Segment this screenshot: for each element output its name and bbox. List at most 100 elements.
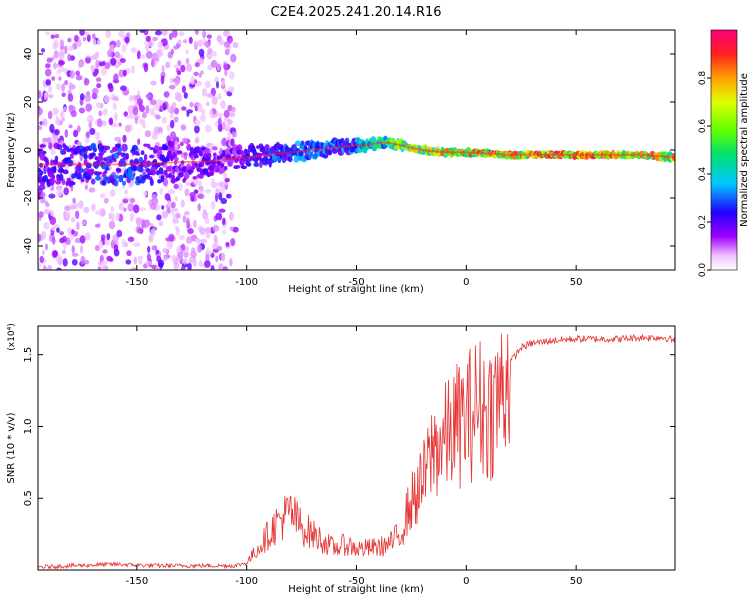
spectrogram-noise-mark	[45, 63, 51, 69]
spectrogram-noise-mark	[71, 252, 79, 257]
spectrogram-noise-mark	[86, 34, 91, 42]
spectrogram-noise-mark	[197, 244, 203, 253]
spectrogram-ridge-mark	[225, 148, 230, 155]
spectrogram-noise-mark	[227, 193, 232, 199]
spectrogram-noise-mark	[186, 111, 190, 117]
spectrogram-noise-mark	[127, 236, 135, 243]
spectrogram-noise-mark	[181, 106, 187, 111]
spectrogram-noise-mark	[220, 197, 227, 205]
spectrogram-noise-mark	[224, 48, 230, 56]
spectrogram-noise-mark	[106, 233, 111, 241]
spectrogram-ridge-mark	[115, 143, 121, 148]
spectrogram-noise-mark	[213, 234, 218, 243]
spectrogram-noise-mark	[132, 107, 139, 116]
spectrogram-noise-mark	[59, 110, 65, 119]
spectrogram-ridge-mark	[241, 165, 247, 170]
spectrogram-noise-mark	[210, 200, 216, 210]
spectrogram-noise-mark	[166, 240, 174, 250]
spectrogram-ridge-mark	[118, 174, 124, 181]
spectrogram-noise-mark	[38, 124, 43, 131]
spectrogram-noise-mark	[220, 252, 226, 262]
spectrogram-ridge-mark	[78, 168, 84, 174]
spectrogram-ridge-mark	[310, 151, 314, 157]
spectrogram-noise-mark	[173, 207, 179, 213]
spectrogram-noise-mark	[104, 62, 111, 70]
snr-plot-area	[38, 326, 675, 570]
spectrogram-noise-mark	[221, 229, 227, 235]
spectrogram-noise-mark	[78, 60, 83, 68]
snr-xtick-label: -100	[235, 576, 258, 587]
spectrogram-ridge-mark	[71, 181, 76, 186]
colorbar: 0.0 0.2 0.4 0.6 0.8 Normalized spectral ampl…	[698, 29, 750, 277]
spectrogram-ytick-label: -40	[23, 238, 34, 254]
spectrogram-noise-mark	[85, 57, 91, 64]
colorbar-label: Normalized spectral amplitude	[739, 73, 750, 227]
spectrogram-ridge-mark	[55, 181, 61, 185]
spectrogram-ridge-core	[38, 141, 675, 166]
spectrogram-noise-mark	[85, 131, 90, 140]
spectrogram-noise-mark	[158, 220, 164, 227]
spectrogram-noise-mark	[182, 258, 188, 265]
spectrogram-noise-mark	[74, 34, 79, 43]
spectrogram-noise-mark	[91, 203, 96, 212]
spectrogram-noise-mark	[51, 226, 56, 231]
spectrogram-noise-mark	[162, 102, 167, 111]
spectrogram-ridge-mark	[158, 167, 164, 175]
spectrogram-ridge-mark	[58, 173, 64, 181]
spectrogram-noise-mark	[229, 111, 236, 118]
spectrogram-noise-mark	[43, 222, 50, 230]
spectrogram-noise-mark	[139, 118, 146, 125]
spectrogram-noise-mark	[230, 238, 236, 247]
spectrogram-noise-mark	[92, 38, 97, 46]
spectrogram-ridge-mark	[178, 171, 184, 178]
snr-xtick-label: -150	[125, 576, 148, 587]
spectrogram-ridge-mark	[259, 162, 263, 168]
spectrogram-ridge-mark	[170, 177, 176, 184]
spectrogram-noise-mark	[183, 251, 189, 258]
spectrogram-noise-mark	[222, 172, 228, 180]
spectrogram-noise-mark	[114, 112, 118, 122]
spectrogram-noise-mark	[145, 105, 150, 114]
spectrogram-noise-mark	[68, 124, 73, 129]
spectrogram-noise-mark	[180, 199, 185, 208]
spectrogram-noise-mark	[194, 79, 198, 84]
spectrogram-noise-mark	[159, 187, 163, 195]
spectrogram-noise-mark	[173, 64, 179, 69]
spectrogram-noise-mark	[212, 51, 217, 57]
spectrogram-noise-mark	[84, 31, 89, 37]
spectrogram-noise-mark	[211, 96, 218, 105]
spectrogram-noise-mark	[116, 229, 123, 238]
spectrogram-ridge-mark	[165, 166, 172, 172]
spectrogram-ridge-mark	[102, 180, 107, 186]
spectrogram-noise-mark	[50, 34, 55, 39]
spectrogram-noise-mark	[70, 216, 76, 223]
spectrogram-noise-mark	[177, 70, 182, 76]
spectrogram-noise-mark	[139, 207, 147, 212]
spectrogram-noise-mark	[55, 115, 59, 123]
spectrogram-noise-mark	[68, 104, 74, 111]
spectrogram-noise-mark	[197, 39, 203, 48]
spectrogram-noise-mark	[63, 106, 68, 112]
spectrogram-noise-mark	[160, 75, 165, 85]
spectrogram-ridge-mark	[217, 161, 222, 166]
spectrogram-noise-mark	[56, 83, 61, 91]
spectrogram-noise-mark	[97, 39, 101, 46]
spectrogram-noise-mark	[123, 198, 129, 204]
spectrogram-noise-mark	[112, 96, 119, 101]
spectrogram-noise-mark	[171, 102, 177, 109]
spectrogram-noise-mark	[145, 44, 150, 52]
spectrogram-noise-mark	[149, 99, 157, 106]
spectrogram-noise-mark	[114, 51, 120, 59]
spectrogram-ridge-mark	[122, 180, 127, 186]
spectrogram-noise-mark	[194, 106, 198, 112]
spectrogram-ridge-mark	[83, 153, 88, 160]
spectrogram-noise-mark	[56, 254, 63, 264]
spectrogram-ridge-mark	[133, 158, 140, 165]
spectrogram-noise-mark	[106, 49, 113, 58]
snr-ytick-label: 1.5	[23, 347, 34, 363]
spectrogram-noise-mark	[223, 109, 230, 118]
spectrogram-noise-mark	[112, 102, 118, 110]
spectrogram-noise-mark	[180, 265, 186, 270]
spectrogram-noise-mark	[222, 121, 226, 130]
spectrogram-noise-mark	[174, 107, 180, 115]
